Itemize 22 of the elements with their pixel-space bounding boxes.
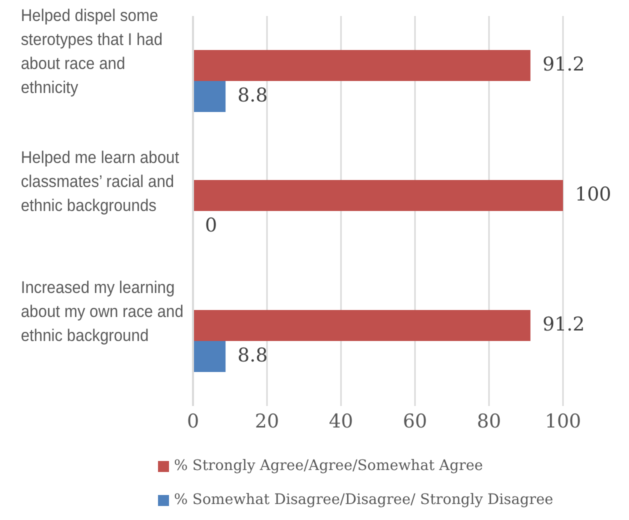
bar (193, 180, 563, 211)
data-label: 8.8 (238, 84, 268, 106)
x-tick-label: 20 (254, 410, 280, 432)
x-tick-label: 100 (544, 410, 582, 432)
bar (193, 81, 226, 112)
bar (193, 50, 530, 81)
legend-label: % Strongly Agree/Agree/Somewhat Agree (174, 458, 484, 474)
data-label: 91.2 (542, 53, 585, 76)
y-tick-label: Increased my learning about my own race and ethnic background (20, 278, 184, 346)
y-tick-label: Helped me learn about classmates’ racial and ethnic backgrounds (20, 148, 180, 216)
x-tick-label: 40 (328, 410, 354, 432)
y-tick-label: Helped dispel some sterotypes that I had about race and ethnicity (20, 6, 163, 98)
bar (193, 310, 530, 341)
x-tick-label: 60 (402, 410, 428, 432)
data-label: 91.2 (542, 313, 585, 336)
legend-label: % Somewhat Disagree/Disagree/ Strongly Disagree (174, 492, 554, 508)
data-label: 8.8 (238, 344, 268, 366)
data-label: 0 (205, 214, 218, 236)
data-label: 100 (575, 183, 612, 206)
x-tick-label: 0 (186, 410, 200, 432)
x-tick-label: 80 (476, 410, 502, 432)
bar (193, 341, 226, 372)
